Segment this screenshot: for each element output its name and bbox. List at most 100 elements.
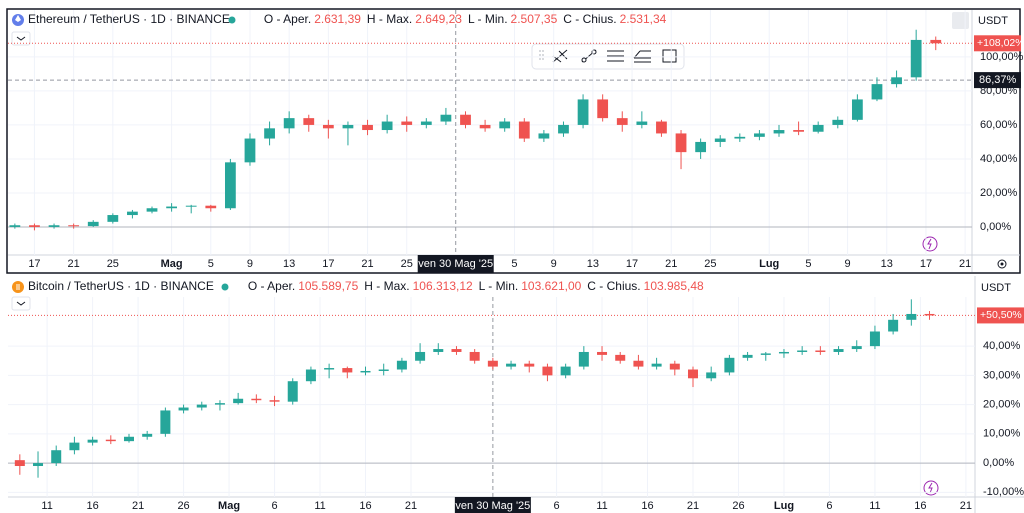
tool-icon[interactable] — [607, 50, 624, 62]
x-tick-label: 21 — [687, 500, 699, 512]
x-tick-label: Mag — [218, 500, 240, 512]
candle-body — [396, 360, 407, 370]
candle-body — [812, 124, 824, 132]
candle-body — [833, 349, 844, 352]
tool-icon-dot — [581, 57, 587, 63]
symbol-title: Bitcoin / TetherUS · 1D · BINANCE — [28, 279, 214, 293]
ohlc-label: C - Chius. — [587, 279, 640, 293]
candle-body — [107, 215, 119, 222]
candle-body — [506, 363, 517, 367]
x-tick-label: 21 — [361, 258, 373, 270]
alert-icon[interactable] — [922, 236, 938, 252]
candle-body — [127, 211, 138, 216]
candle-body — [633, 360, 644, 367]
x-tick-label: Mag — [161, 258, 183, 270]
ohlc-value: 106.313,12 — [413, 279, 473, 293]
candle-body — [378, 369, 389, 371]
candle-body — [415, 351, 426, 361]
candle-body — [891, 77, 902, 85]
candle-body — [487, 360, 498, 367]
collapse-button[interactable] — [11, 296, 31, 311]
legend-header: Ethereum / TetherUS · 1D · BINANCE O - Ap… — [28, 12, 667, 26]
crosshair-date-tag — [454, 497, 531, 513]
x-tick-label: 13 — [587, 258, 599, 270]
candle-body — [577, 99, 589, 125]
candle-body — [469, 351, 480, 361]
candle-body — [773, 130, 785, 134]
x-tick-label: 13 — [881, 258, 893, 270]
y-tick-label: 20,00% — [983, 399, 1021, 411]
y-tick-label: 0,00% — [980, 221, 1011, 233]
candle-body — [433, 349, 444, 352]
candle-body — [48, 225, 60, 227]
ohlc-value: 103.621,00 — [521, 279, 581, 293]
x-tick-label: 9 — [845, 258, 851, 270]
candle-body — [578, 351, 589, 367]
candle-body — [742, 354, 753, 358]
ohlc-label: H - Max. — [367, 12, 412, 26]
candle-body — [123, 436, 134, 442]
candle-body — [871, 84, 883, 100]
candle-body — [734, 136, 746, 139]
x-tick-label: 16 — [86, 500, 98, 512]
crosshair-date-label: ven 30 Mag '25 — [418, 258, 493, 270]
candle-body — [283, 118, 295, 129]
candle-body — [51, 450, 62, 464]
candle-body — [851, 99, 863, 120]
candle-body — [205, 205, 217, 209]
candle-body — [33, 463, 44, 467]
candle-body — [324, 368, 335, 370]
candle-body — [518, 121, 530, 139]
candle-body — [224, 162, 236, 209]
candle-body — [87, 221, 99, 227]
pane-button[interactable] — [952, 12, 969, 29]
ohlc-label: O - Aper. — [248, 279, 295, 293]
alert-icon[interactable] — [923, 480, 939, 496]
candle-body — [479, 124, 491, 129]
x-tick-label: 16 — [914, 500, 926, 512]
chart-pane: 17 21 25 Mag 5 9 13 17 21 25 5 9 13 17 21 25 Lug 5 9 13 17 21… — [8, 10, 1024, 273]
crosshair-date-tag — [417, 255, 494, 273]
collapse-icon — [16, 301, 26, 306]
collapse-button[interactable] — [11, 31, 31, 46]
candle-body — [869, 331, 880, 347]
collapse-icon — [16, 36, 26, 41]
candle-body — [906, 313, 917, 320]
y-tick-label: 0,00% — [983, 457, 1014, 469]
ohlc-label: L - Min. — [479, 279, 519, 293]
x-tick-label: 13 — [283, 258, 295, 270]
candle-body — [558, 124, 569, 134]
candle-body — [264, 128, 275, 139]
candle-body — [360, 370, 371, 373]
candle-body — [14, 460, 25, 467]
candle-body — [178, 407, 189, 411]
legend-header: Bitcoin / TetherUS · 1D · BINANCE O - Ape… — [28, 279, 704, 293]
candle-body — [797, 350, 808, 352]
settings-icon[interactable] — [997, 259, 1007, 269]
x-tick-label: 16 — [359, 500, 371, 512]
candle-body — [754, 133, 765, 137]
candle-body — [714, 138, 726, 142]
candle-body — [420, 121, 432, 125]
candle-body — [687, 369, 698, 379]
currency-label: USDT — [978, 15, 1008, 27]
candle-body — [524, 363, 535, 367]
candle-body — [542, 366, 553, 376]
candle-body — [9, 225, 21, 227]
tool-icon[interactable] — [662, 49, 677, 63]
crosshair-price-label: 86,37% — [979, 74, 1017, 86]
candle-body — [29, 225, 40, 227]
candle-body — [724, 357, 735, 373]
btc-logo — [12, 281, 24, 293]
candle-body — [166, 206, 177, 209]
x-tick-label: 6 — [271, 500, 277, 512]
candle-body — [538, 133, 550, 139]
candle-body — [185, 205, 197, 207]
tool-icon[interactable] — [633, 50, 651, 63]
candle-body — [305, 369, 316, 382]
candle-body — [401, 121, 413, 125]
symbol-title: Ethereum / TetherUS · 1D · BINANCE — [28, 12, 230, 26]
ohlc-value: 2.507,35 — [511, 12, 558, 26]
